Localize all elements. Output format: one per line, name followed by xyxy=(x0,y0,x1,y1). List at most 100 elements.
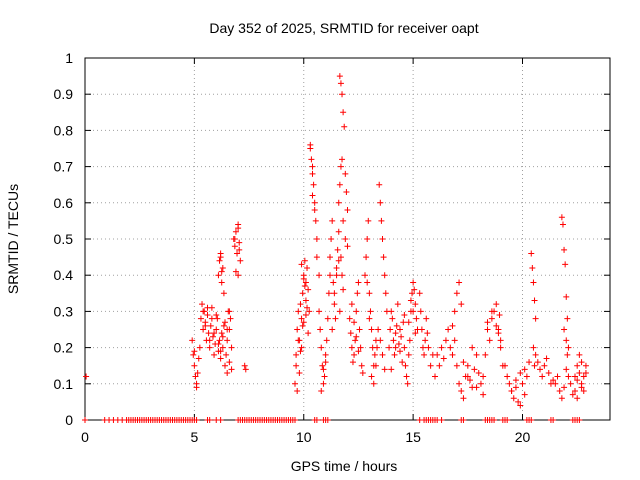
data-point xyxy=(578,359,585,366)
y-axis-label: SRMTID / TECUs xyxy=(5,184,21,294)
data-point xyxy=(216,337,223,344)
data-point xyxy=(328,236,335,242)
data-point xyxy=(217,417,224,423)
data-point xyxy=(515,398,522,405)
data-point xyxy=(318,388,325,395)
data-point xyxy=(475,369,482,376)
data-point xyxy=(214,315,221,322)
data-point xyxy=(207,322,214,329)
data-point xyxy=(335,199,342,206)
data-point xyxy=(438,417,445,423)
data-point xyxy=(219,333,226,340)
data-point xyxy=(220,322,227,329)
data-point xyxy=(504,373,511,380)
data-point xyxy=(333,272,340,279)
data-point xyxy=(292,417,298,423)
data-point xyxy=(220,290,227,297)
data-point xyxy=(357,344,364,351)
data-point xyxy=(363,254,370,261)
data-point xyxy=(231,243,238,250)
chart-title: Day 352 of 2025, SRMTID for receiver oap… xyxy=(209,20,478,36)
data-point xyxy=(293,351,300,358)
data-point xyxy=(399,359,406,366)
data-point xyxy=(504,417,511,423)
data-point xyxy=(412,301,419,308)
data-point xyxy=(292,380,298,387)
data-point xyxy=(370,380,377,387)
data-point xyxy=(211,351,218,358)
data-point xyxy=(558,214,565,221)
data-point xyxy=(224,369,231,376)
grid-lines xyxy=(85,58,610,420)
data-point xyxy=(550,417,557,423)
data-point xyxy=(204,304,211,311)
data-point xyxy=(311,207,318,214)
data-point xyxy=(209,333,216,340)
data-point xyxy=(477,380,484,387)
data-point xyxy=(332,315,339,322)
data-point xyxy=(572,373,578,380)
data-point xyxy=(322,359,329,366)
data-point xyxy=(563,293,570,300)
data-point xyxy=(451,308,458,315)
data-point xyxy=(333,264,340,271)
data-point xyxy=(306,308,313,315)
data-point xyxy=(508,388,515,395)
data-point xyxy=(358,362,365,369)
data-point xyxy=(320,380,327,387)
x-tick-label: 20 xyxy=(515,429,531,445)
data-point xyxy=(394,301,401,308)
data-point xyxy=(484,319,491,326)
data-point xyxy=(403,373,410,380)
data-point xyxy=(352,337,359,344)
data-point xyxy=(364,236,371,242)
data-point xyxy=(302,312,309,319)
data-point xyxy=(388,366,395,373)
data-point xyxy=(532,351,539,358)
data-point xyxy=(523,373,530,380)
data-point xyxy=(228,366,235,373)
data-point xyxy=(327,272,333,279)
data-point xyxy=(242,366,249,373)
data-point xyxy=(344,243,351,250)
data-point xyxy=(417,308,424,315)
data-point xyxy=(355,348,362,355)
data-point xyxy=(539,373,546,380)
data-point xyxy=(580,373,587,380)
data-point xyxy=(497,337,504,344)
data-point xyxy=(469,344,476,351)
data-point xyxy=(406,337,413,344)
data-point xyxy=(308,156,315,163)
data-point xyxy=(427,362,434,369)
data-point xyxy=(299,322,306,329)
data-point xyxy=(554,373,561,380)
data-point xyxy=(353,308,360,315)
y-tick-label: 0.3 xyxy=(54,303,74,319)
data-point xyxy=(506,380,513,387)
data-point xyxy=(440,355,447,362)
data-point xyxy=(424,330,431,337)
data-point xyxy=(419,344,426,351)
data-point xyxy=(488,315,495,322)
data-point xyxy=(558,395,565,402)
data-point xyxy=(559,221,566,228)
data-point xyxy=(401,312,408,319)
data-point xyxy=(348,301,355,308)
data-point xyxy=(195,355,202,362)
data-point xyxy=(305,286,312,293)
data-point xyxy=(530,344,537,351)
data-point xyxy=(471,366,478,373)
data-point xyxy=(464,373,471,380)
data-point xyxy=(371,351,378,358)
data-point xyxy=(346,315,353,322)
y-tick-label: 0.9 xyxy=(54,86,74,102)
data-point xyxy=(301,283,308,290)
data-point xyxy=(217,355,224,362)
data-point xyxy=(299,290,306,297)
data-point xyxy=(298,344,305,351)
data-point xyxy=(482,351,489,358)
data-point xyxy=(562,261,569,268)
data-point xyxy=(200,308,207,315)
data-point xyxy=(316,308,323,315)
